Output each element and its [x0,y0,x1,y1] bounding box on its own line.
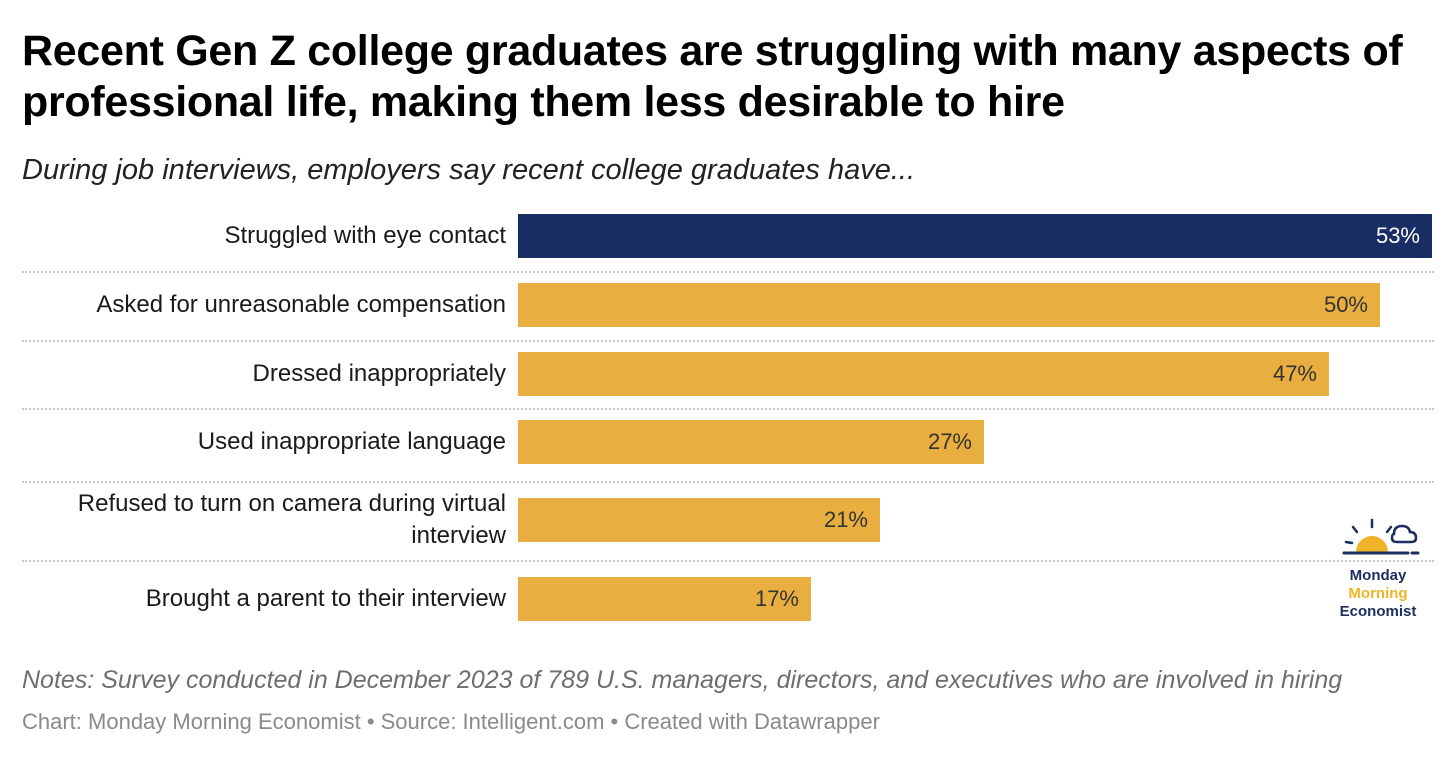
value-label: 50% [1323,292,1368,317]
logo-text-monday: Monday [1349,567,1407,584]
row-divider [22,481,1434,483]
logo-text-morning: Morning [1348,585,1408,602]
row-divider [22,408,1434,410]
value-label: 17% [754,586,799,611]
row-divider [22,560,1434,562]
bar-chart: Struggled with eye contact 53% Asked for u… [0,200,1456,640]
row-divider [22,340,1434,342]
bar [518,498,880,542]
bar [518,214,1432,258]
chart-credit: Chart: Monday Morning Economist • Source… [22,709,880,734]
category-label: Brought a parent to their interview [145,585,506,612]
chart-notes: Notes: Survey conducted in December 2023… [22,666,1343,694]
value-label: 27% [927,429,972,454]
bar [518,577,811,621]
chart-title: Recent Gen Z college graduates are strug… [22,27,1403,126]
value-label: 21% [823,507,868,532]
row-divider [22,271,1434,273]
value-label: 47% [1272,361,1317,386]
chart-subtitle: During job interviews, employers say rec… [22,154,916,186]
bar [518,352,1329,396]
value-label: 53% [1375,223,1420,248]
logo-text-economist: Economist [1339,603,1417,620]
category-label: Asked for unreasonable compensation [96,291,506,318]
bar [518,283,1380,327]
category-label: Used inappropriate language [197,428,506,455]
bar [518,420,984,464]
category-label: Struggled with eye contact [224,222,507,249]
category-label: Refused to turn on camera during virtual… [77,490,506,549]
category-label: Dressed inappropriately [252,360,506,387]
monday-morning-economist-logo-icon [1342,518,1420,555]
